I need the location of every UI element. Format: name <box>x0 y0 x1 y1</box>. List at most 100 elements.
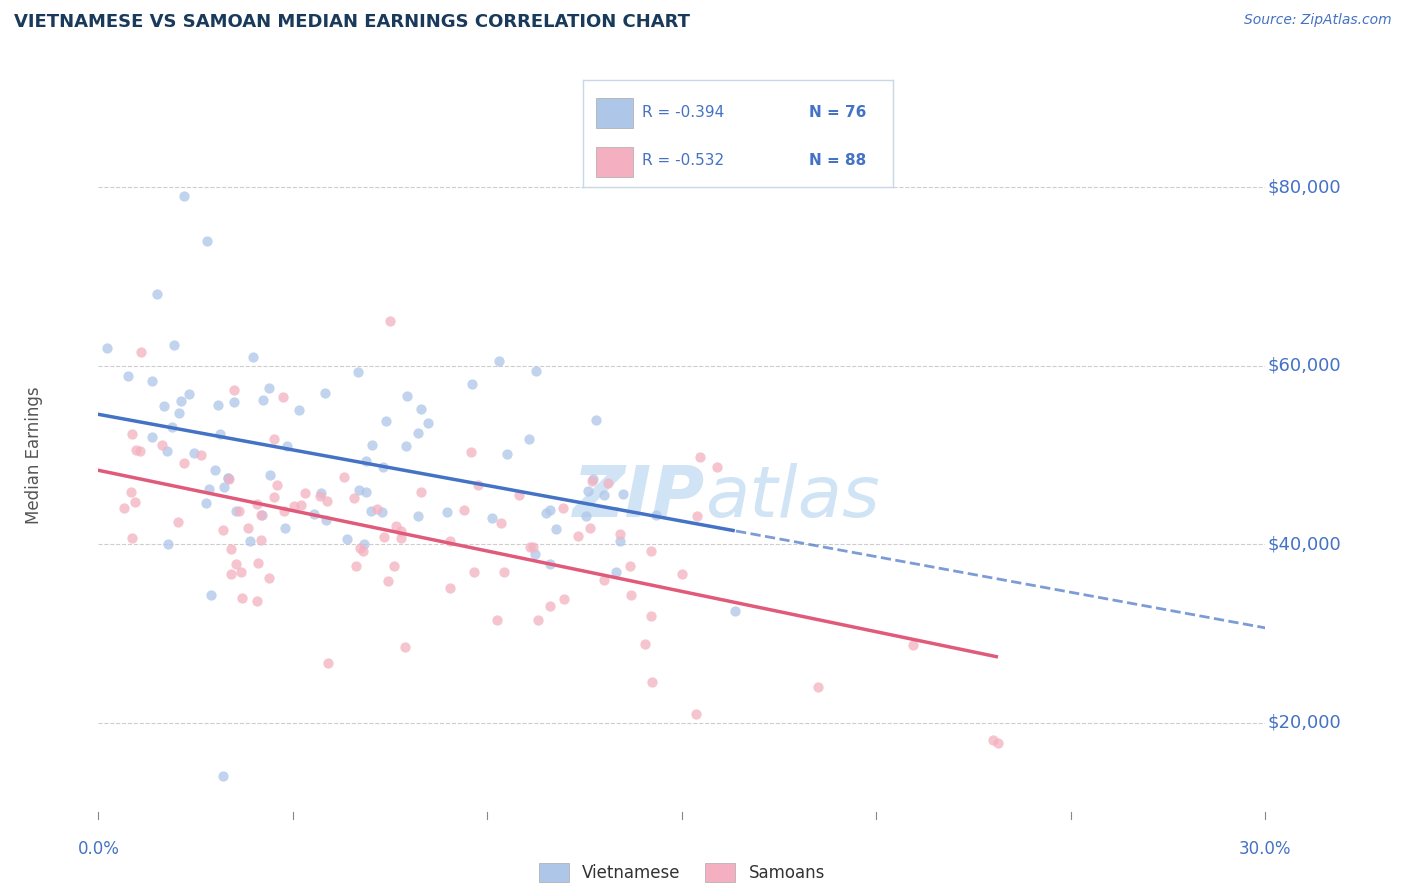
Point <box>96 341 118 355</box>
Point <box>315 513 337 527</box>
Point <box>354 453 377 467</box>
Point <box>488 353 510 368</box>
Point <box>131 345 153 359</box>
Point <box>257 381 280 395</box>
Point <box>538 599 561 614</box>
Point <box>389 524 412 538</box>
Point <box>375 414 398 428</box>
Point <box>120 485 142 500</box>
Point <box>553 592 575 607</box>
Point <box>250 508 273 522</box>
Point <box>141 374 163 388</box>
Point <box>263 432 285 446</box>
Point <box>141 430 163 444</box>
Text: 30.0%: 30.0% <box>1239 840 1292 858</box>
Text: R = -0.394: R = -0.394 <box>643 105 724 120</box>
Point <box>204 463 226 477</box>
Point <box>283 499 305 513</box>
Point <box>567 528 589 542</box>
Text: $40,000: $40,000 <box>1268 535 1341 553</box>
Point <box>371 505 394 519</box>
Point <box>634 637 657 651</box>
Text: 0.0%: 0.0% <box>77 840 120 858</box>
Point <box>221 541 243 556</box>
Point <box>195 234 218 248</box>
Point <box>336 532 359 546</box>
Point <box>183 445 205 459</box>
Point <box>302 508 325 522</box>
Text: atlas: atlas <box>706 463 880 533</box>
Point <box>540 558 562 572</box>
Point <box>252 393 274 408</box>
Point <box>333 470 356 484</box>
Point <box>314 386 336 401</box>
Point <box>353 537 375 551</box>
Point <box>609 527 631 541</box>
Legend: Vietnamese, Samoans: Vietnamese, Samoans <box>531 856 832 889</box>
Point <box>519 540 541 554</box>
Point <box>167 515 190 529</box>
Point <box>346 365 368 379</box>
Point <box>360 438 382 452</box>
Point <box>436 505 458 519</box>
Text: $20,000: $20,000 <box>1268 714 1341 731</box>
Point <box>489 516 512 531</box>
Point <box>377 574 399 589</box>
Point <box>342 491 364 506</box>
Text: R = -0.532: R = -0.532 <box>643 153 724 168</box>
Point <box>640 544 662 558</box>
Point <box>294 485 316 500</box>
Point <box>124 495 146 509</box>
Point <box>150 438 173 452</box>
Point <box>524 364 547 378</box>
Point <box>575 508 598 523</box>
Point <box>225 558 247 572</box>
Point <box>553 500 575 515</box>
Point <box>467 478 489 492</box>
Point <box>217 471 239 485</box>
Point <box>987 736 1010 750</box>
Point <box>620 589 643 603</box>
Point <box>981 733 1004 747</box>
Point <box>212 523 235 537</box>
Point <box>524 547 547 561</box>
Point <box>373 529 395 543</box>
Text: Source: ZipAtlas.com: Source: ZipAtlas.com <box>1244 13 1392 28</box>
Point <box>222 383 245 397</box>
Point <box>389 531 412 545</box>
Point <box>592 574 614 588</box>
Point <box>411 484 433 499</box>
Point <box>309 485 332 500</box>
Point <box>266 478 288 492</box>
Point <box>481 511 503 525</box>
Point <box>218 472 240 486</box>
Point <box>576 483 599 498</box>
Point <box>378 314 402 328</box>
Point <box>236 521 259 535</box>
Point <box>344 558 367 573</box>
Point <box>534 506 557 520</box>
Point <box>231 591 253 605</box>
Point <box>354 485 377 500</box>
Bar <box>596 146 633 177</box>
Point <box>129 444 152 458</box>
Point <box>538 502 561 516</box>
Point <box>273 504 295 518</box>
Text: $80,000: $80,000 <box>1268 178 1341 196</box>
Point <box>274 520 297 534</box>
Point <box>394 640 416 655</box>
Point <box>124 443 146 458</box>
Point <box>209 426 232 441</box>
Point <box>146 287 169 301</box>
Point <box>596 476 619 491</box>
Text: Median Earnings: Median Earnings <box>25 386 44 524</box>
Point <box>173 189 195 203</box>
Point <box>212 769 235 783</box>
Point <box>492 565 515 579</box>
Point <box>121 426 143 441</box>
Point <box>612 487 634 501</box>
Point <box>644 508 666 523</box>
Point <box>619 559 641 574</box>
Text: VIETNAMESE VS SAMOAN MEDIAN EARNINGS CORRELATION CHART: VIETNAMESE VS SAMOAN MEDIAN EARNINGS COR… <box>14 13 690 31</box>
Point <box>217 471 239 485</box>
